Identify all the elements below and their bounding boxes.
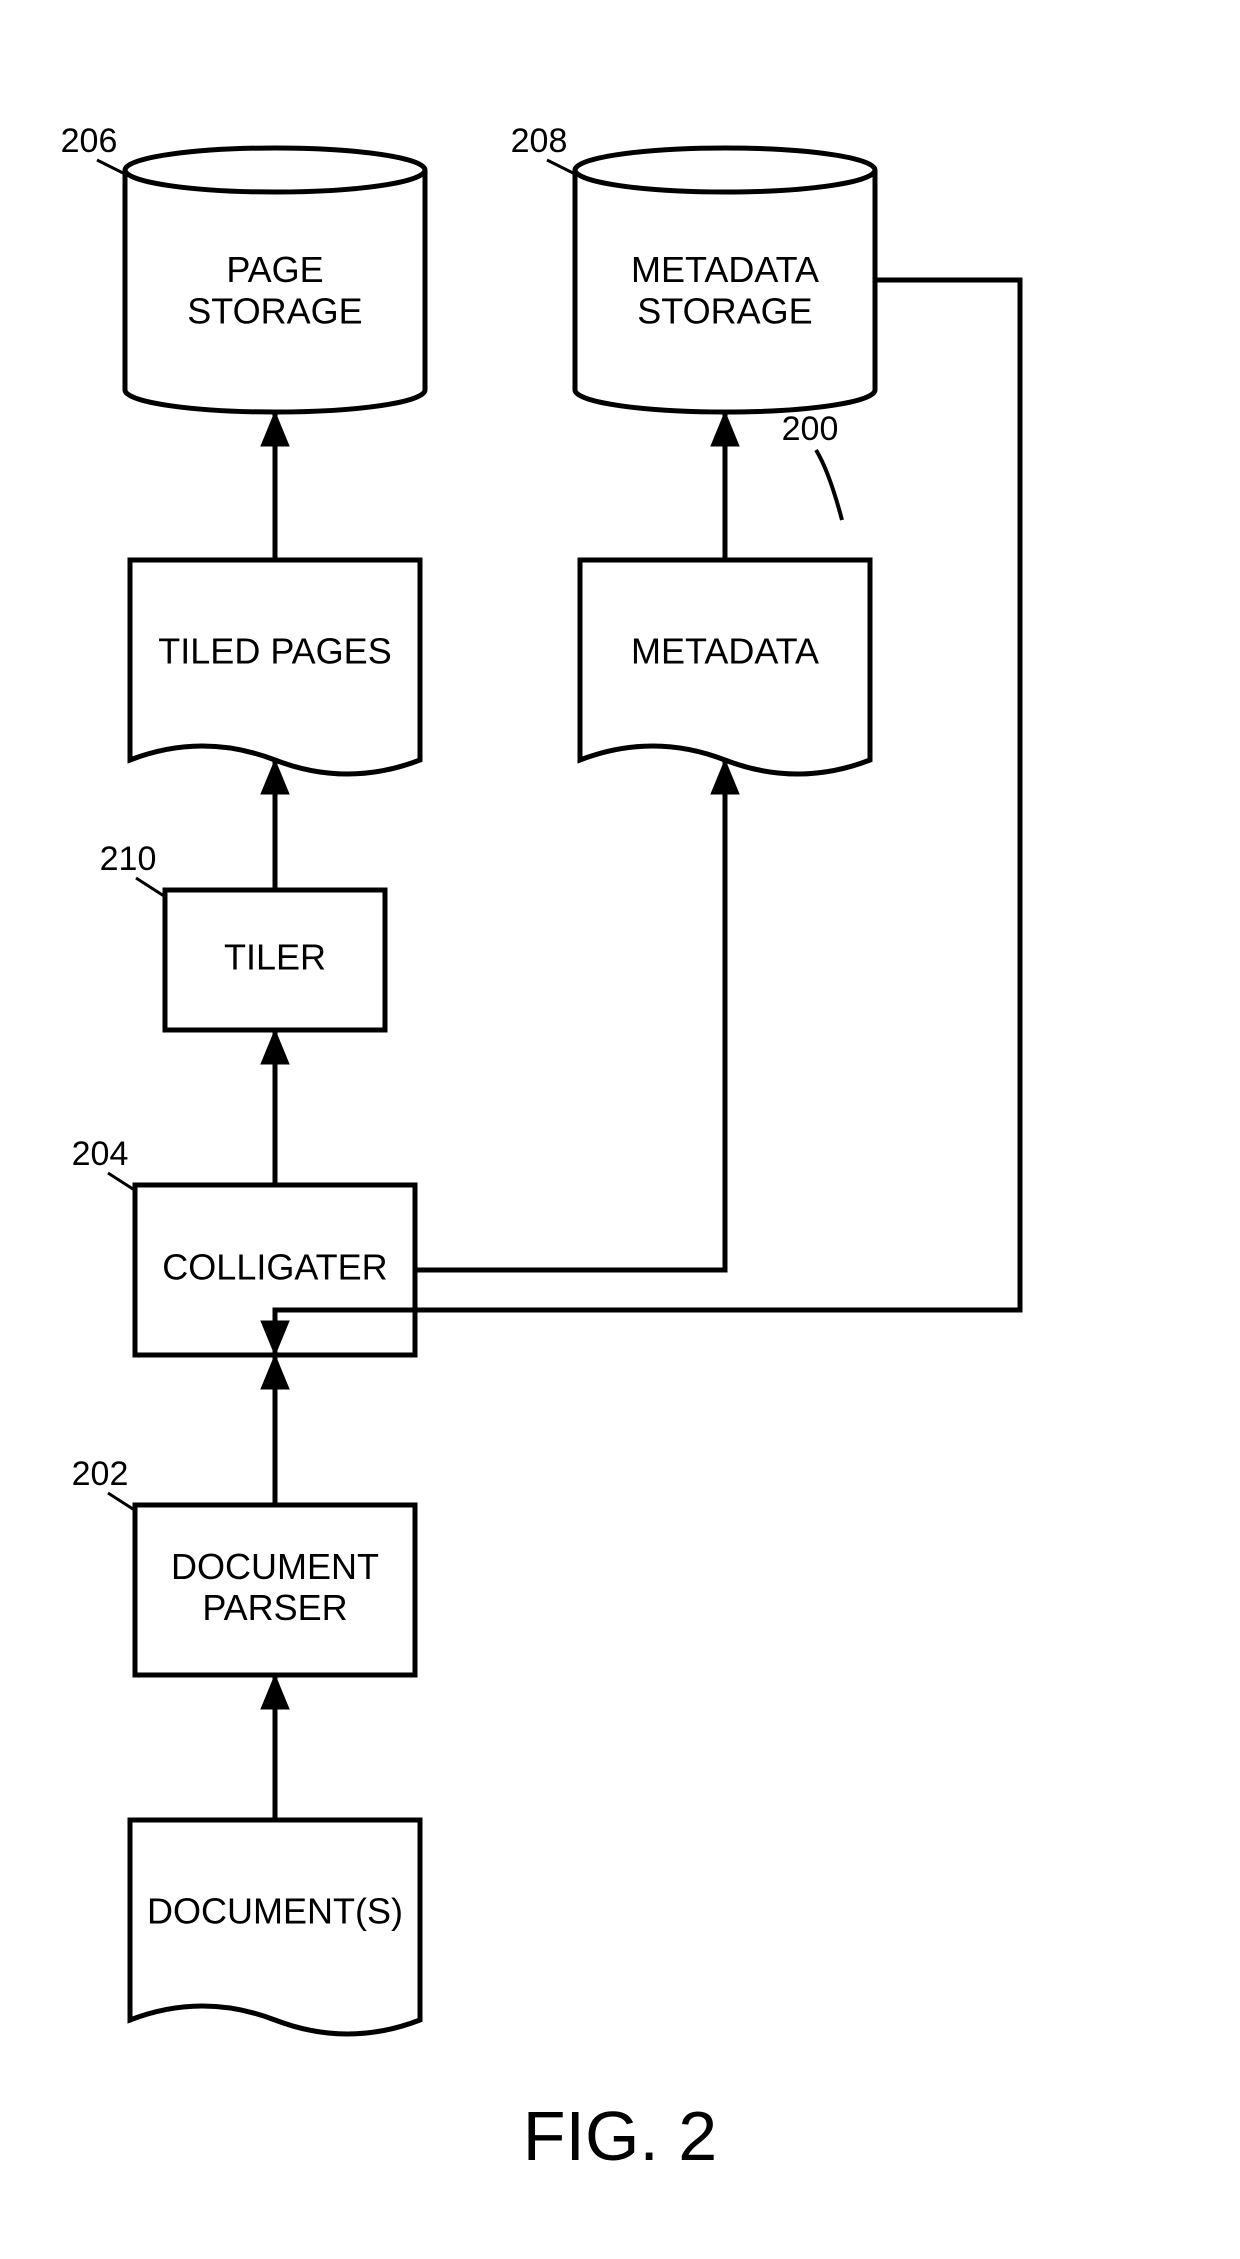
document_parser-label: PARSER [202, 1587, 347, 1628]
figure-caption: FIG. 2 [523, 2097, 717, 2175]
metadata_storage-ref: 208 [511, 122, 568, 160]
figure-ref: 200 [782, 410, 839, 448]
metadata_storage-label: STORAGE [637, 290, 812, 331]
edge-arrowhead [711, 412, 739, 446]
metadata_storage-cyl-top [575, 148, 875, 170]
document_parser-ref: 202 [72, 1455, 129, 1493]
documents-label: DOCUMENT(S) [147, 1891, 403, 1932]
tiler-ref-leader [136, 878, 164, 896]
edge-arrowhead [261, 412, 289, 446]
document_parser-label: DOCUMENT [171, 1546, 379, 1587]
tiler-ref: 210 [100, 840, 157, 878]
figure-ref-leader [816, 450, 842, 520]
colligater-ref-leader [108, 1173, 136, 1191]
metadata-label: METADATA [631, 631, 819, 672]
page_storage-ref-leader [97, 160, 125, 174]
page_storage-cyl-top [125, 148, 425, 170]
edge-arrowhead [261, 1675, 289, 1709]
edge [415, 760, 725, 1270]
colligater-ref: 204 [72, 1135, 129, 1173]
page_storage-ref: 206 [61, 122, 118, 160]
metadata_storage-label: METADATA [631, 249, 819, 290]
page_storage-label: STORAGE [187, 290, 362, 331]
colligater-label: COLLIGATER [162, 1247, 387, 1288]
metadata_storage-ref-leader [547, 160, 575, 174]
tiled_pages-label: TILED PAGES [158, 631, 391, 672]
flowchart-canvas: DOCUMENT(S) DOCUMENTPARSER 202 COLLIGATER 20… [0, 0, 1240, 2259]
page_storage-label: PAGE [226, 249, 323, 290]
tiler-label: TILER [224, 937, 326, 978]
edge-arrowhead [261, 1355, 289, 1389]
edge-arrowhead [261, 1030, 289, 1064]
document_parser-ref-leader [108, 1493, 136, 1511]
